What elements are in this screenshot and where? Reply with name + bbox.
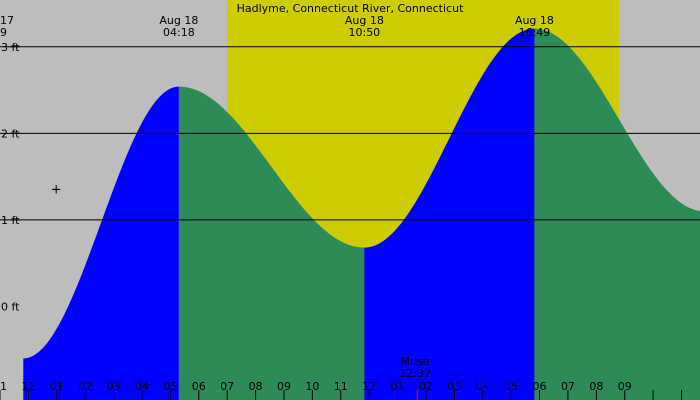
xtick-label-12: 11 (334, 380, 348, 393)
xtick-label-6: 05 (163, 380, 177, 393)
rising-tide-area-2 (364, 28, 535, 400)
xtick-label-0: 11 (0, 380, 7, 393)
height-gridlines (0, 46, 700, 221)
xtick-label-7: 06 (192, 380, 206, 393)
falling-tide-area-3 (534, 28, 700, 400)
xtick-label-3: 02 (78, 380, 92, 393)
xtick-label-9: 08 (249, 380, 263, 393)
xtick-label-16: 03 (447, 380, 461, 393)
marker-symbol: + (51, 183, 62, 198)
ytick-label-2ft: 2 ft (1, 127, 20, 140)
xtick-label-21: 08 (589, 380, 603, 393)
xtick-label-5: 04 (135, 380, 149, 393)
xtick-label-10: 09 (277, 380, 291, 393)
xtick-label-13: 12 (362, 380, 376, 393)
xtick-label-1: 12 (21, 380, 35, 393)
rising-tide-area-0 (23, 86, 179, 400)
extreme-date-0: 17 (0, 14, 14, 27)
extreme-date-1: Aug 18 (159, 14, 198, 27)
extreme-time-3: 16:49 (519, 26, 551, 39)
ytick-label-3ft: 3 ft (1, 41, 20, 54)
chart-title: Hadlyme, Connecticut River, Connecticut (237, 2, 464, 15)
xtick-label-19: 06 (533, 380, 547, 393)
ytick-label-0ft: 0 ft (1, 300, 20, 313)
xtick-label-4: 03 (107, 380, 121, 393)
x-ticks (0, 390, 683, 400)
extreme-date-2: Aug 18 (345, 14, 384, 27)
extreme-date-3: Aug 18 (515, 14, 554, 27)
xtick-label-11: 10 (305, 380, 319, 393)
moonrise-label: Mrise (400, 355, 430, 368)
x-tick-labels: 11 12 01 02 03 04 05 06 07 08 09 10 11 12 01 02 03 04 05 06… (0, 380, 632, 393)
extreme-time-0: 9 (0, 26, 7, 39)
falling-tide-area-1 (178, 86, 365, 400)
tide-areas (23, 28, 700, 400)
xtick-label-22: 09 (618, 380, 632, 393)
xtick-label-2: 01 (50, 380, 64, 393)
current-marker: + (51, 183, 62, 198)
xtick-label-18: 05 (504, 380, 518, 393)
moonrise-time: 12:37 (399, 367, 431, 380)
xtick-label-14: 01 (391, 380, 405, 393)
extreme-time-2: 10:50 (348, 26, 380, 39)
xtick-label-15: 02 (419, 380, 433, 393)
extreme-time-1: 04:18 (163, 26, 195, 39)
xtick-label-17: 04 (476, 380, 490, 393)
y-tick-labels: 0 ft 1 ft 2 ft 3 ft (1, 41, 20, 314)
xtick-label-20: 07 (561, 380, 575, 393)
ytick-label-1ft: 1 ft (1, 214, 20, 227)
xtick-label-8: 07 (220, 380, 234, 393)
